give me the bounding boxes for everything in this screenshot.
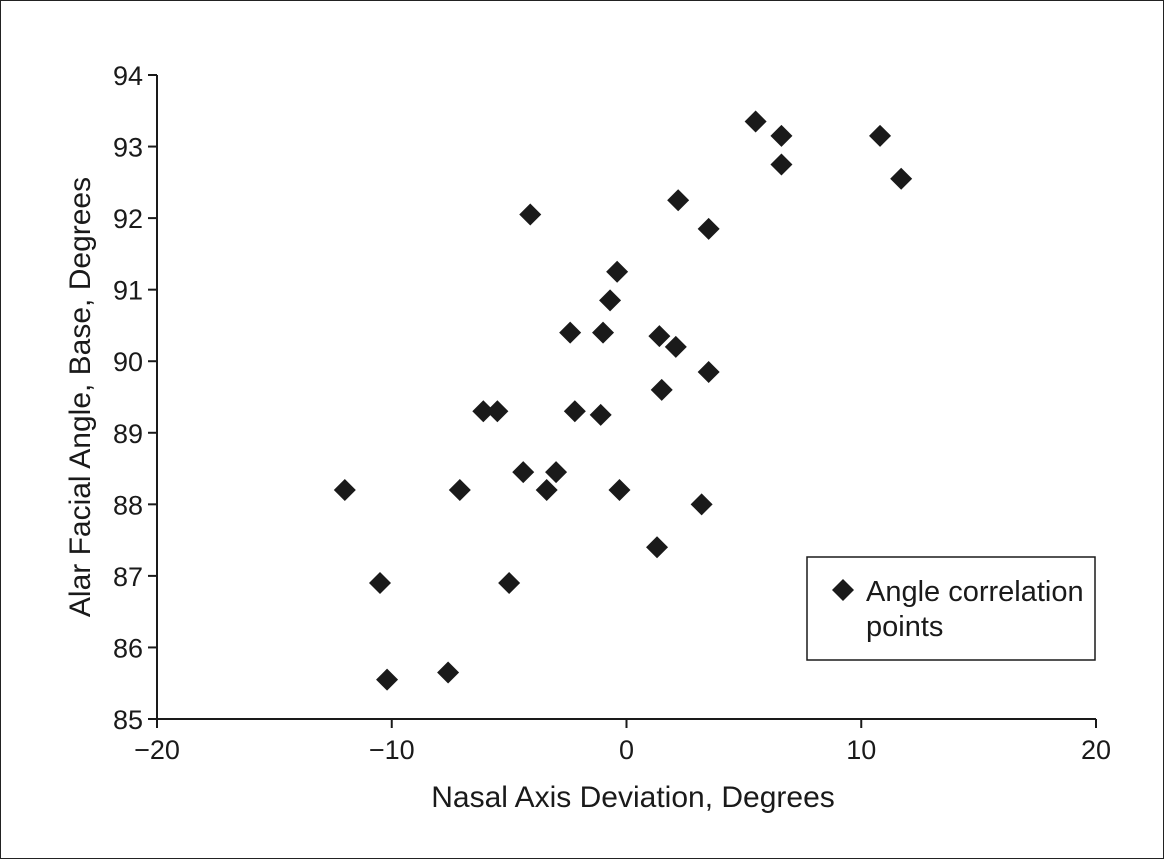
y-tick-label: 90 [113,347,143,377]
data-point [646,536,669,559]
data-point [512,461,535,484]
x-tick-label: 20 [1081,735,1111,765]
data-point [437,661,460,684]
data-point [369,572,392,595]
data-point [608,479,631,502]
data-point [664,335,687,358]
x-axis-title: Nasal Axis Deviation, Degrees [431,781,835,814]
y-tick-label: 94 [113,61,143,91]
data-point [690,493,713,516]
data-point [448,479,471,502]
legend-label-line1: Angle correlation [866,576,1084,608]
legend-label-line2: points [866,611,943,643]
data-point [648,325,671,348]
data-point [592,321,615,344]
data-point [486,400,509,423]
data-point [333,479,356,502]
y-tick-label: 92 [113,204,143,234]
data-point [869,124,892,147]
y-tick-label: 93 [113,133,143,163]
data-point [697,360,720,383]
data-point [697,217,720,240]
y-ticks: 85 86 87 88 89 90 91 92 93 94 [113,61,157,735]
data-point [890,167,913,190]
data-point [535,479,558,502]
legend-marker-diamond-icon [832,579,854,601]
legend: Angle correlation points [806,556,1096,661]
legend-box [806,556,1096,661]
y-tick-label: 89 [113,419,143,449]
y-tick-label: 88 [113,490,143,520]
data-point [770,153,793,176]
data-point [472,400,495,423]
data-point [519,203,542,226]
data-point [589,403,612,426]
data-point [563,400,586,423]
data-point [559,321,582,344]
data-point [667,189,690,212]
data-point [376,668,399,691]
data-points [333,110,913,691]
data-point [770,124,793,147]
x-tick-label: −10 [369,735,415,765]
x-tick-label: −20 [134,735,180,765]
x-tick-label: 0 [619,735,634,765]
x-tick-label: 10 [846,735,876,765]
y-tick-label: 86 [113,633,143,663]
y-tick-label: 85 [113,705,143,735]
data-point [606,260,629,283]
data-point [650,378,673,401]
data-point [599,289,622,312]
y-tick-label: 91 [113,276,143,306]
y-tick-label: 87 [113,562,143,592]
y-axis-title: Alar Facial Angle, Base, Degrees [64,177,97,617]
data-point [545,461,568,484]
data-point [498,572,521,595]
data-point [744,110,767,133]
x-ticks: −20 −10 0 10 20 [134,719,1111,765]
